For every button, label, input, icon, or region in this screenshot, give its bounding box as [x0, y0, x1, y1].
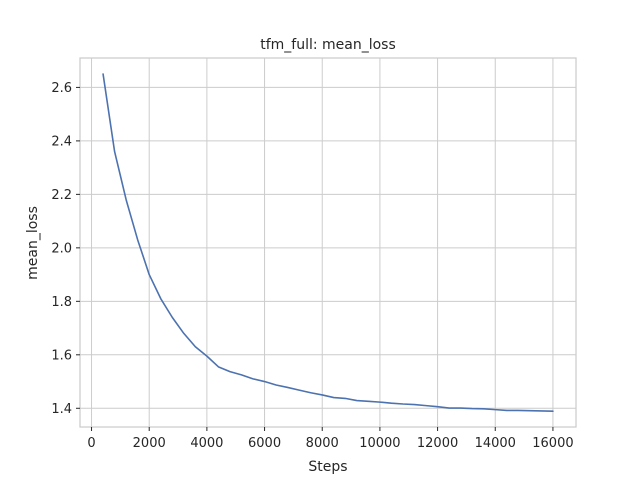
x-tick-label: 0: [87, 436, 95, 451]
x-axis-label: Steps: [308, 459, 347, 475]
x-tick-label: 16000: [532, 436, 573, 451]
x-tick-label: 14000: [475, 436, 516, 451]
y-axis: 1.4 1.6 1.8 2.0 2.2 2.4 2.6: [51, 81, 80, 417]
x-tick-label: 10000: [359, 436, 400, 451]
x-tick-label: 4000: [190, 436, 223, 451]
y-tick-label: 1.4: [51, 402, 72, 417]
series-line: [102, 73, 554, 413]
y-tick-label: 1.8: [51, 295, 72, 310]
y-tick-label: 2.6: [51, 81, 72, 96]
y-tick-label: 2.4: [51, 134, 72, 149]
y-tick-label: 2.0: [51, 241, 72, 256]
x-axis: 0 2000 4000 6000 8000 10000 12000 14000 16000: [87, 427, 574, 451]
x-tick-label: 6000: [248, 436, 281, 451]
y-tick-label: 1.6: [51, 348, 72, 363]
y-tick-label: 2.2: [51, 188, 72, 203]
x-tick-label: 2000: [133, 436, 166, 451]
series-layer: [102, 73, 554, 413]
x-tick-label: 12000: [417, 436, 458, 451]
y-axis-label: mean_loss: [25, 206, 41, 280]
chart-title: tfm_full: mean_loss: [260, 37, 396, 53]
plot-area: [79, 57, 577, 428]
x-tick-label: 8000: [306, 436, 339, 451]
